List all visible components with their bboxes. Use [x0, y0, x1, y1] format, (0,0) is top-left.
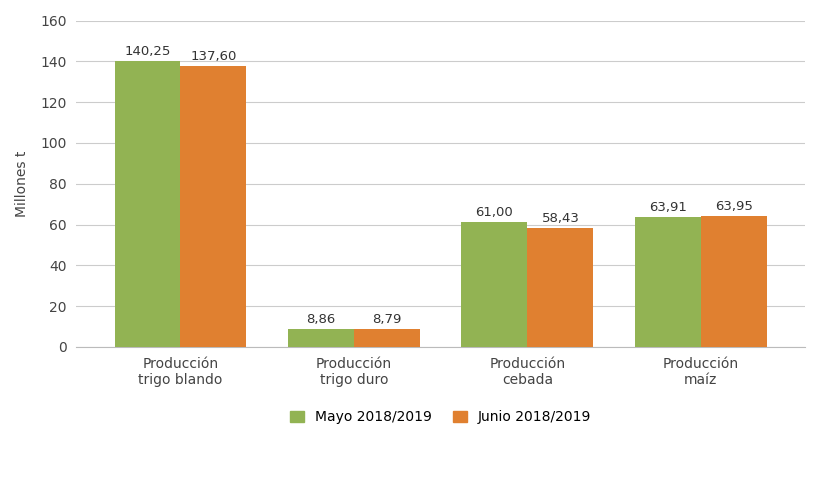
- Bar: [354, 329, 419, 347]
- Text: 140,25: 140,25: [124, 45, 170, 58]
- Text: 61,00: 61,00: [475, 207, 513, 219]
- Text: 63,95: 63,95: [714, 201, 752, 213]
- Bar: [115, 61, 180, 347]
- Bar: [700, 217, 766, 347]
- Text: 58,43: 58,43: [541, 212, 578, 225]
- Legend: Mayo 2018/2019, Junio 2018/2019: Mayo 2018/2019, Junio 2018/2019: [283, 404, 597, 431]
- Text: 8,86: 8,86: [306, 313, 335, 326]
- Bar: [634, 217, 700, 347]
- Bar: [180, 66, 246, 347]
- Text: 63,91: 63,91: [648, 201, 686, 214]
- Bar: [461, 222, 527, 347]
- Text: 8,79: 8,79: [372, 313, 401, 326]
- Bar: [287, 329, 354, 347]
- Bar: [527, 228, 593, 347]
- Text: 137,60: 137,60: [190, 50, 237, 63]
- Y-axis label: Millones t: Millones t: [15, 151, 29, 217]
